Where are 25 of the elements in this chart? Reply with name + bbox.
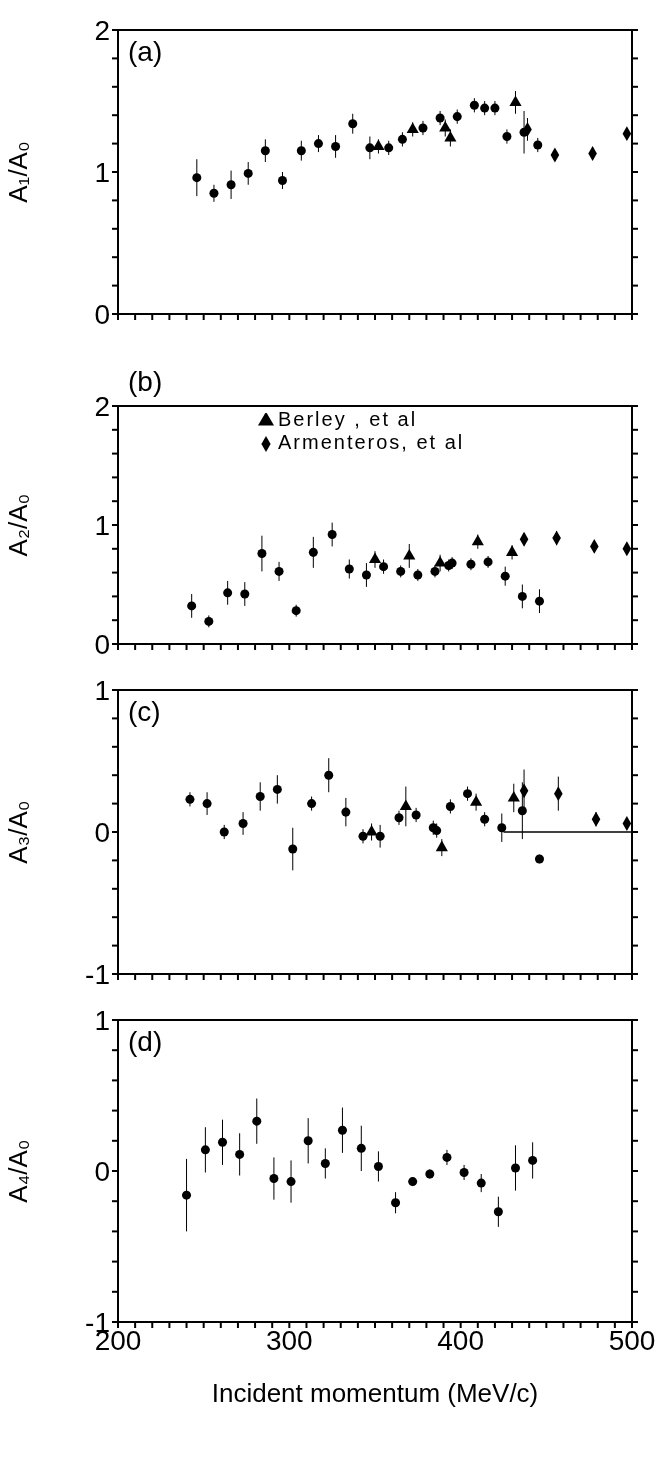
y-tick-label: 1 xyxy=(94,1004,110,1036)
y-tick-label: 2 xyxy=(94,14,110,46)
y-axis-title: A₄/A₀ xyxy=(3,1139,34,1203)
x-tick-label: 400 xyxy=(437,1324,485,1356)
chart-title: (c) xyxy=(128,696,161,728)
y-axis-title: A₃/A₀ xyxy=(3,800,34,864)
chart-title: (a) xyxy=(128,36,163,68)
y-tick-label: -1 xyxy=(85,958,110,990)
x-tick-label: 500 xyxy=(608,1324,656,1356)
chart-title: (b) xyxy=(128,366,163,398)
y-axis-title: A₁/A₀ xyxy=(3,141,34,203)
y-tick-label: 1 xyxy=(94,509,110,541)
y-tick-label: 0 xyxy=(94,628,110,660)
x-tick-label: 300 xyxy=(265,1324,313,1356)
y-tick-label: 1 xyxy=(94,674,110,706)
legend-label: Armenteros, et al xyxy=(278,431,465,453)
x-axis-title: Incident momentum (MeV/c) xyxy=(211,1378,539,1408)
legend-label: Berley , et al xyxy=(278,408,418,430)
y-axis-title: A₂/A₀ xyxy=(3,493,34,557)
y-tick-label: 0 xyxy=(94,816,110,848)
y-tick-label: 2 xyxy=(94,390,110,422)
chart-title: (d) xyxy=(128,1026,163,1058)
y-tick-label: 0 xyxy=(94,298,110,330)
y-tick-label: 0 xyxy=(94,1155,110,1187)
y-tick-label: 1 xyxy=(94,156,110,188)
